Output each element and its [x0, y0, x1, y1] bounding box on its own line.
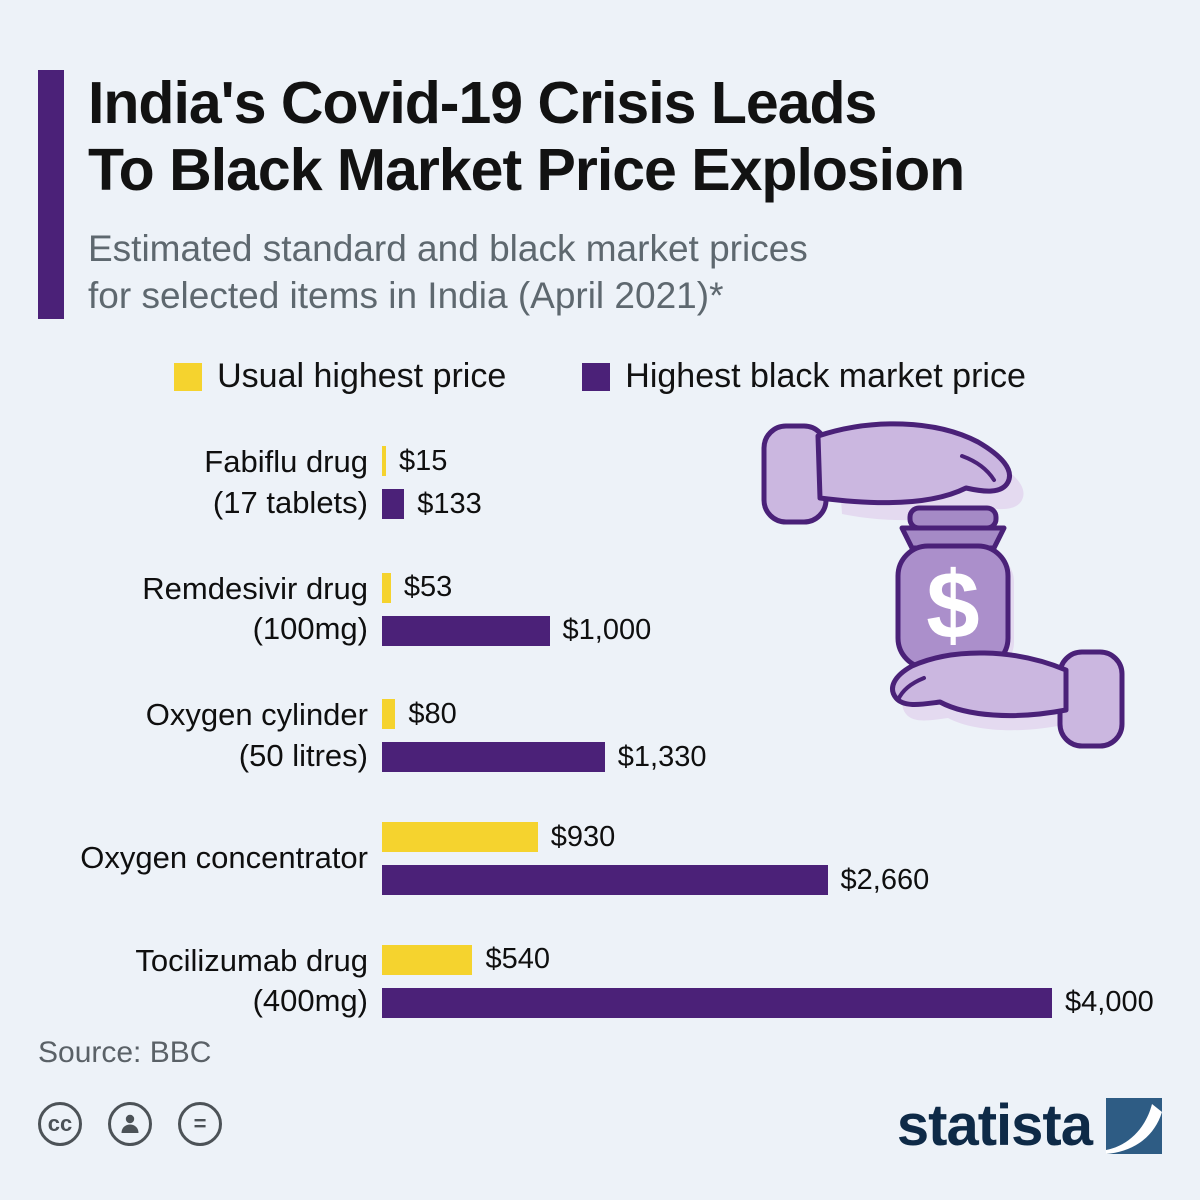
bar-value-label: $1,000 [562, 614, 652, 647]
attribution-person-icon [108, 1102, 152, 1146]
bar-group: $80 $1,330 [382, 697, 1162, 773]
legend-item-black-market: Highest black market price [582, 357, 1026, 396]
subtitle-line-1: Estimated standard and black market pric… [88, 227, 808, 269]
header-text: India's Covid-19 Crisis Leads To Black M… [88, 70, 965, 320]
bar-value-label: $80 [408, 697, 457, 730]
source-note: Source: BBC [38, 1036, 212, 1069]
chart-row: Remdesivir drug (100mg) $53 $1,000 [38, 569, 1162, 650]
bar-usual-price [382, 572, 391, 603]
page-subtitle: Estimated standard and black market pric… [88, 225, 964, 320]
title-line-2: To Black Market Price Explosion [88, 137, 965, 204]
chart-row: Fabiflu drug (17 tablets) $15 $133 [38, 442, 1162, 523]
chart-row: Tocilizumab drug (400mg) $540 $4,000 [38, 941, 1162, 1022]
bar-value-label: $2,660 [840, 863, 930, 896]
bar-chart: Fabiflu drug (17 tablets) $15 $133 Remdesivi… [38, 442, 1162, 1021]
bar-value-label: $4,000 [1065, 986, 1154, 1019]
legend: Usual highest price Highest black market… [0, 357, 1200, 396]
license-icons: cc = [38, 1102, 222, 1146]
bar-group: $540 $4,000 [382, 943, 1162, 1019]
page-title: India's Covid-19 Crisis Leads To Black M… [88, 70, 965, 205]
category-label: Tocilizumab drug (400mg) [135, 943, 368, 1019]
subtitle-line-2: for selected items in India (April 2021)… [88, 274, 724, 316]
bar-value-label: $133 [417, 487, 482, 520]
bar-value-label: $53 [403, 571, 453, 604]
title-accent-bar [38, 70, 64, 320]
bar-black-market-price [382, 865, 828, 895]
bar-group: $53 $1,000 [382, 571, 1162, 647]
bar-usual-price [382, 822, 538, 852]
bar-black-market-price [382, 489, 405, 520]
category-label: Oxygen concentrator [80, 840, 368, 876]
legend-label: Usual highest price [217, 357, 507, 396]
statista-logo-mark [1106, 1097, 1162, 1154]
legend-swatch-purple [582, 362, 611, 391]
bar-black-market-price [382, 742, 605, 773]
title-line-1: India's Covid-19 Crisis Leads [88, 70, 877, 136]
legend-swatch-yellow [174, 362, 203, 391]
bar-black-market-price [382, 615, 550, 646]
equals-icon: = [178, 1102, 222, 1146]
category-label: Fabiflu drug (17 tablets) [204, 444, 368, 520]
bar-group: $930 $2,660 [382, 820, 1162, 896]
bar-black-market-price [382, 987, 1052, 1018]
chart-row: Oxygen concentrator $930 $2,660 [38, 820, 1162, 896]
bar-value-label: $1,330 [617, 740, 707, 773]
category-label: Oxygen cylinder (50 litres) [145, 697, 368, 773]
chart-row: Oxygen cylinder (50 litres) $80 $1,330 [38, 695, 1162, 776]
bar-group: $15 $133 [382, 444, 1162, 520]
statista-wordmark: statista [896, 1093, 1093, 1158]
cc-icon: cc [38, 1102, 82, 1146]
bar-usual-price [382, 699, 396, 730]
statista-logo: statista [897, 1092, 1162, 1159]
bar-value-label: $930 [550, 820, 616, 853]
chart-rows: Fabiflu drug (17 tablets) $15 $133 Remdesivi… [38, 442, 1162, 1021]
legend-item-usual: Usual highest price [174, 357, 506, 396]
bar-value-label: $15 [399, 444, 448, 477]
bar-value-label: $540 [485, 943, 550, 976]
category-label: Remdesivir drug (100mg) [142, 570, 368, 647]
bar-usual-price [382, 446, 386, 477]
header: India's Covid-19 Crisis Leads To Black M… [0, 0, 1200, 320]
bar-usual-price [382, 944, 473, 975]
legend-label: Highest black market price [625, 357, 1026, 396]
